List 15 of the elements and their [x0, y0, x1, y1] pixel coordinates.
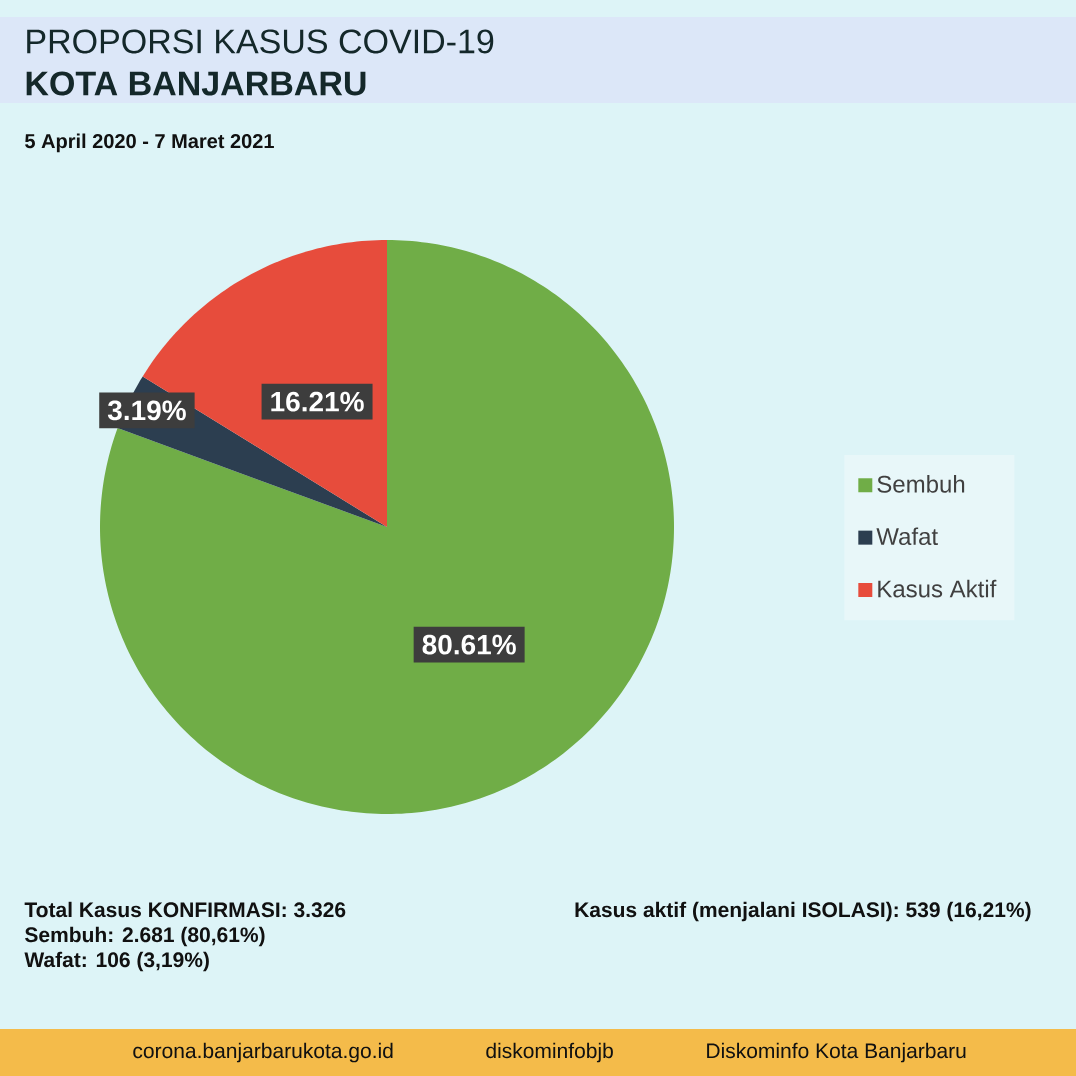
- chart-subtitle: 5 April 2020 - 7 Maret 2021: [25, 133, 274, 153]
- chart-title: PROPORSI KASUS COVID-19 KOTA BANJARBARU: [26, 29, 494, 96]
- data-label: 16.21%: [271, 391, 364, 412]
- text: Wafat: 106 (3,19%): [24, 951, 209, 972]
- text: Sembuh: 2.681 (80,61%): [25, 926, 265, 947]
- text: Total Kasus KONFIRMASI: 3.326: [24, 901, 346, 918]
- text: Kasus aktif (menjalani ISOLASI): 539 (16,21%): [575, 901, 1031, 922]
- text: corona.banjarbarukota.go.id: [133, 1042, 393, 1063]
- legend-label: Kasus Aktif: [878, 579, 997, 598]
- data-label: 3.19%: [107, 400, 186, 421]
- data-label: 80.61%: [422, 634, 516, 655]
- text: diskominfobjb: [486, 1042, 613, 1063]
- legend-label: Sembuh: [877, 475, 965, 493]
- legend-label: Wafat: [876, 527, 938, 546]
- text: Diskominfo Kota Banjarbaru: [707, 1042, 966, 1063]
